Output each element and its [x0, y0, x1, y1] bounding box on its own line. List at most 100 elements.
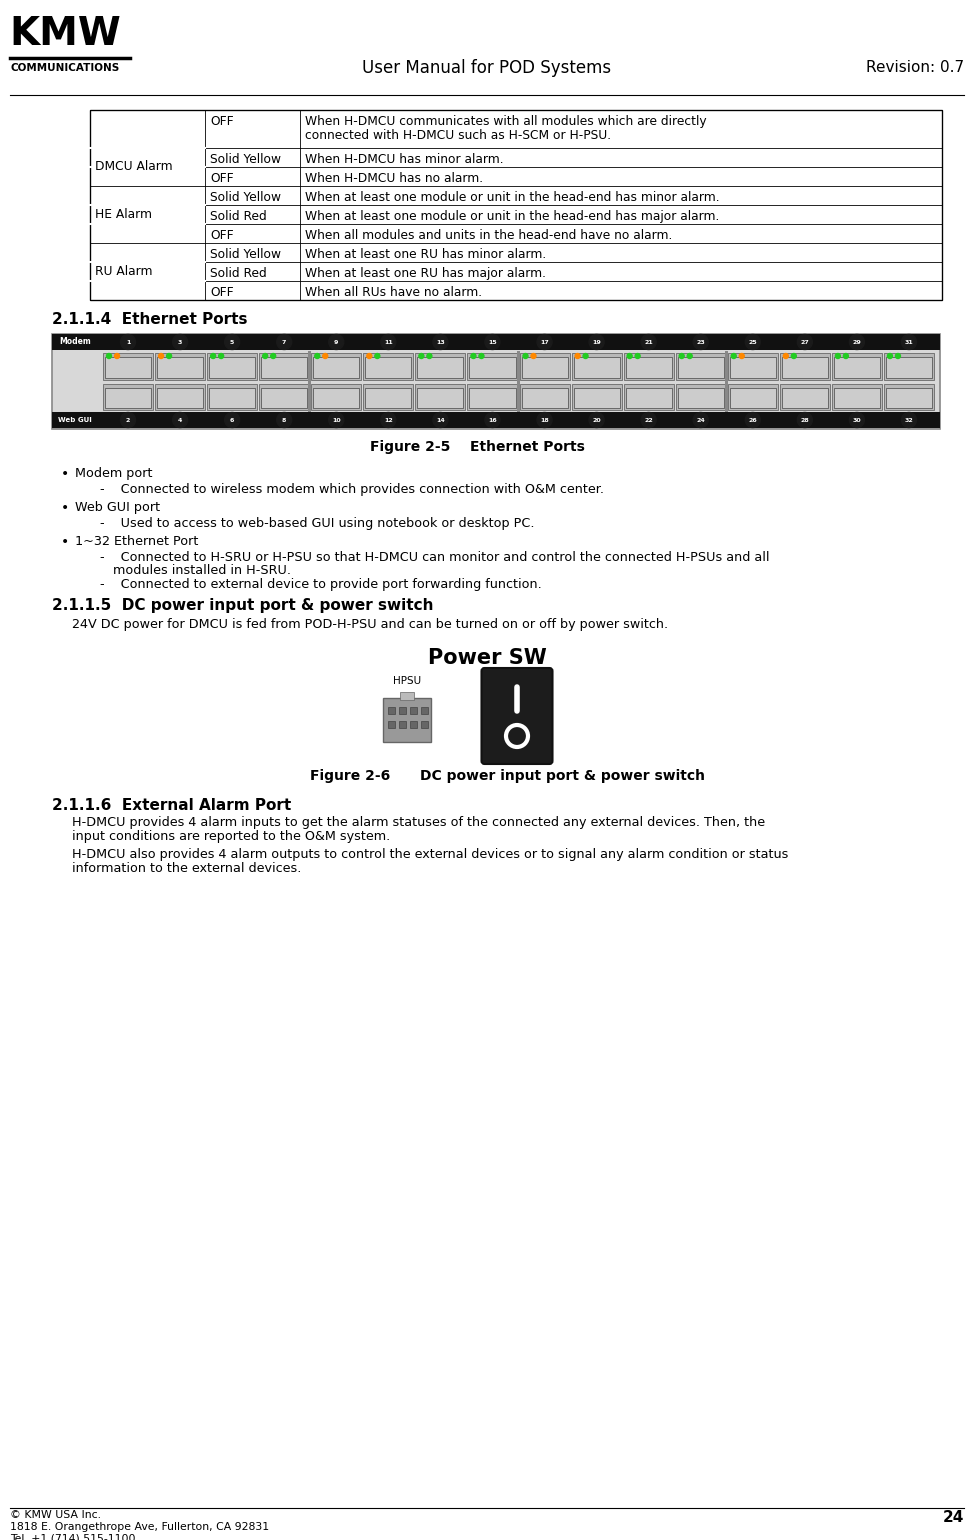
Bar: [399, 721, 406, 728]
Circle shape: [115, 354, 120, 359]
Circle shape: [641, 334, 656, 350]
Circle shape: [627, 354, 632, 359]
Circle shape: [322, 354, 327, 359]
Bar: [728, 353, 778, 379]
Bar: [678, 357, 724, 377]
Circle shape: [731, 354, 736, 359]
Bar: [410, 707, 417, 715]
Circle shape: [745, 413, 761, 428]
Circle shape: [225, 334, 240, 350]
Text: •: •: [60, 534, 69, 548]
Bar: [728, 383, 778, 410]
Text: When all modules and units in the head-end have no alarm.: When all modules and units in the head-e…: [305, 229, 672, 242]
Bar: [521, 357, 568, 377]
Text: OFF: OFF: [210, 286, 234, 299]
Bar: [207, 383, 257, 410]
Text: 2: 2: [126, 417, 131, 422]
Bar: [886, 357, 932, 377]
Bar: [886, 388, 932, 408]
Text: Figure 2-5: Figure 2-5: [370, 440, 450, 454]
Text: 27: 27: [801, 339, 809, 345]
Bar: [572, 383, 621, 410]
Bar: [468, 383, 517, 410]
Bar: [90, 109, 942, 300]
Text: 1~32 Ethernet Port: 1~32 Ethernet Port: [75, 534, 199, 548]
Bar: [105, 357, 151, 377]
Circle shape: [172, 413, 188, 428]
Text: OFF: OFF: [210, 229, 234, 242]
Bar: [782, 357, 828, 377]
Bar: [209, 357, 255, 377]
Bar: [52, 334, 940, 430]
Bar: [365, 357, 411, 377]
Circle shape: [849, 334, 864, 350]
Circle shape: [315, 354, 319, 359]
Text: When all RUs have no alarm.: When all RUs have no alarm.: [305, 286, 482, 299]
Text: 31: 31: [905, 339, 914, 345]
Circle shape: [329, 334, 344, 350]
Circle shape: [843, 354, 848, 359]
Circle shape: [432, 334, 448, 350]
Bar: [730, 357, 776, 377]
Circle shape: [172, 334, 188, 350]
Bar: [469, 357, 515, 377]
Circle shape: [537, 413, 552, 428]
Bar: [519, 383, 570, 410]
Bar: [410, 721, 417, 728]
Text: Modem: Modem: [59, 337, 91, 346]
Text: 15: 15: [488, 339, 497, 345]
Text: 2.1.1.5  DC power input port & power switch: 2.1.1.5 DC power input port & power swit…: [52, 598, 433, 613]
Bar: [625, 357, 672, 377]
Text: 24: 24: [943, 1511, 964, 1525]
Text: KMW: KMW: [9, 15, 121, 52]
Circle shape: [167, 354, 171, 359]
Circle shape: [635, 354, 640, 359]
Text: •: •: [60, 467, 69, 480]
Bar: [468, 353, 517, 379]
Text: 8: 8: [282, 417, 286, 422]
Text: Ethernet Ports: Ethernet Ports: [470, 440, 584, 454]
Bar: [415, 353, 466, 379]
Circle shape: [485, 413, 500, 428]
Bar: [261, 357, 307, 377]
Circle shape: [679, 354, 684, 359]
Circle shape: [218, 354, 224, 359]
Text: 3: 3: [178, 339, 182, 345]
Text: 32: 32: [905, 417, 914, 422]
Text: RU Alarm: RU Alarm: [95, 265, 153, 279]
Text: 13: 13: [436, 339, 445, 345]
Bar: [388, 707, 395, 715]
Bar: [53, 413, 97, 427]
Circle shape: [263, 354, 268, 359]
Bar: [155, 383, 206, 410]
Circle shape: [210, 354, 215, 359]
Circle shape: [531, 354, 536, 359]
Bar: [832, 353, 881, 379]
Text: 24V DC power for DMCU is fed from POD-H-PSU and can be turned on or off by power: 24V DC power for DMCU is fed from POD-H-…: [72, 618, 668, 631]
Bar: [312, 353, 361, 379]
Text: DC power input port & power switch: DC power input port & power switch: [420, 768, 705, 782]
Bar: [834, 357, 880, 377]
Text: 29: 29: [852, 339, 861, 345]
Bar: [383, 698, 431, 742]
Circle shape: [836, 354, 841, 359]
Text: 9: 9: [334, 339, 339, 345]
Bar: [625, 388, 672, 408]
Text: 6: 6: [230, 417, 235, 422]
Text: 28: 28: [801, 417, 809, 422]
Bar: [834, 388, 880, 408]
Bar: [884, 383, 934, 410]
Bar: [399, 707, 406, 715]
Text: 18: 18: [541, 417, 549, 422]
Text: H-DMCU provides 4 alarm inputs to get the alarm statuses of the connected any ex: H-DMCU provides 4 alarm inputs to get th…: [72, 816, 766, 829]
Circle shape: [106, 354, 111, 359]
Bar: [52, 334, 940, 350]
Circle shape: [277, 334, 292, 350]
Text: input conditions are reported to the O&M system.: input conditions are reported to the O&M…: [72, 830, 391, 842]
Text: 25: 25: [748, 339, 757, 345]
Text: Power SW: Power SW: [428, 648, 546, 668]
Text: Modem port: Modem port: [75, 467, 153, 480]
Text: -    Used to access to web-based GUI using notebook or desktop PC.: - Used to access to web-based GUI using …: [100, 517, 535, 530]
Text: OFF: OFF: [210, 116, 234, 128]
Text: 4: 4: [178, 417, 182, 422]
